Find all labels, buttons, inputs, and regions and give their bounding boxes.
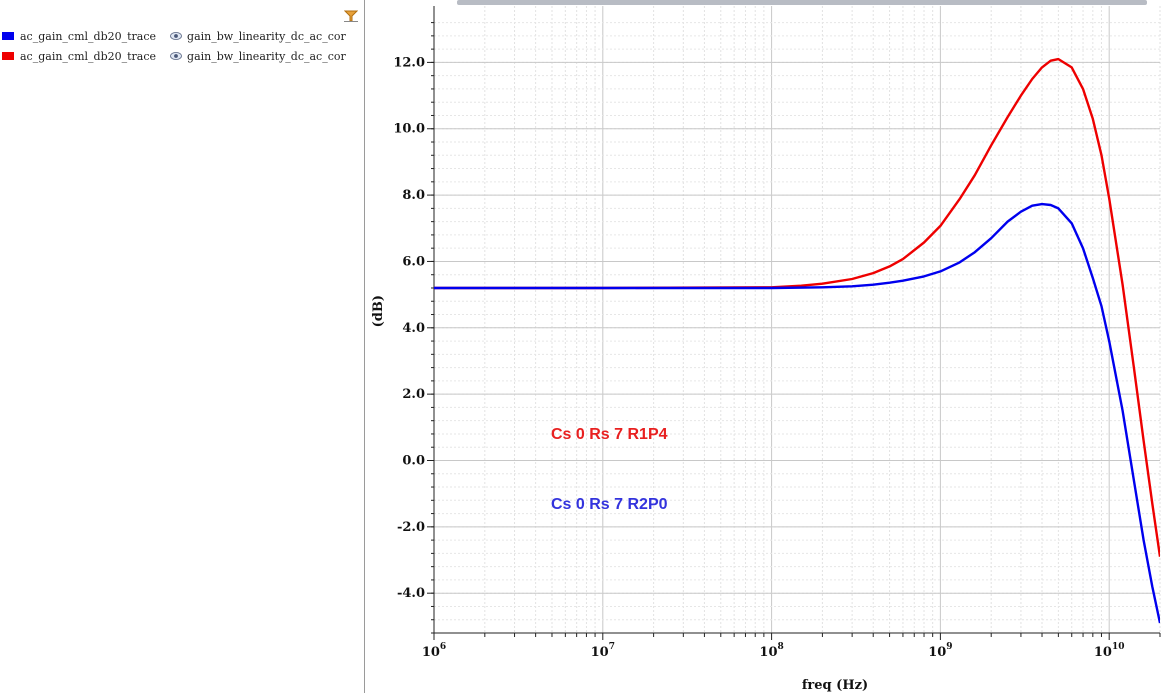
legend-swatch xyxy=(2,52,14,60)
grid xyxy=(433,6,1161,634)
legend-item-blue-trace[interactable]: ac_gain_cml_db20_trace gain_bw_linearity… xyxy=(0,28,362,44)
panel-divider[interactable] xyxy=(364,0,365,693)
x-tick-label: 109 xyxy=(928,642,952,660)
filter-icon[interactable] xyxy=(344,10,358,22)
legend-source-name: gain_bw_linearity_dc_ac_cor xyxy=(187,49,346,63)
x-tick-label: 107 xyxy=(591,642,615,660)
x-tick-label: 108 xyxy=(759,642,783,660)
legend-trace-name: ac_gain_cml_db20_trace xyxy=(20,49,157,63)
y-tick-label: 0.0 xyxy=(402,453,425,468)
labels: freq (Hz) (dB) Cs 0 Rs 7 R1P4 Cs 0 Rs 7 R2P… xyxy=(371,295,868,693)
y-tick-label: -4.0 xyxy=(397,586,425,601)
series xyxy=(434,57,1160,624)
legend-trace-name: ac_gain_cml_db20_trace xyxy=(20,29,157,43)
x-axis-label: freq (Hz) xyxy=(802,678,868,693)
y-tick-label: 12.0 xyxy=(393,55,425,70)
legend-source-name: gain_bw_linearity_dc_ac_cor xyxy=(187,29,346,43)
x-tick-label: 1010 xyxy=(1094,642,1125,660)
legend-swatch xyxy=(2,32,14,40)
x-tick-label: 106 xyxy=(422,642,446,660)
annotation: Cs 0 Rs 7 R1P4 xyxy=(551,426,668,443)
y-tick-label: 6.0 xyxy=(402,254,425,269)
eye-icon[interactable] xyxy=(170,31,182,41)
series-line xyxy=(434,57,1160,557)
y-axis-label: (dB) xyxy=(371,295,386,327)
chart: 12.0 10.0 8.0 6.0 4.0 2.0 0.0 -2.0 -4.0 106 107 108… xyxy=(371,0,1161,693)
y-tick-label: -2.0 xyxy=(397,520,425,535)
y-tick-label: 8.0 xyxy=(402,188,425,203)
legend-item-red-trace[interactable]: ac_gain_cml_db20_trace gain_bw_linearity… xyxy=(0,48,362,64)
legend-panel: ac_gain_cml_db20_trace gain_bw_linearity… xyxy=(0,0,362,693)
top-scroll-strip[interactable] xyxy=(457,0,1147,5)
series-line xyxy=(434,202,1160,624)
y-tick-label: 10.0 xyxy=(393,122,425,137)
annotation: Cs 0 Rs 7 R2P0 xyxy=(551,496,668,513)
eye-icon[interactable] xyxy=(170,51,182,61)
y-tick-label: 2.0 xyxy=(402,387,425,402)
axes: 12.0 10.0 8.0 6.0 4.0 2.0 0.0 -2.0 -4.0 106 107 108… xyxy=(393,6,1161,660)
y-tick-label: 4.0 xyxy=(402,321,425,336)
